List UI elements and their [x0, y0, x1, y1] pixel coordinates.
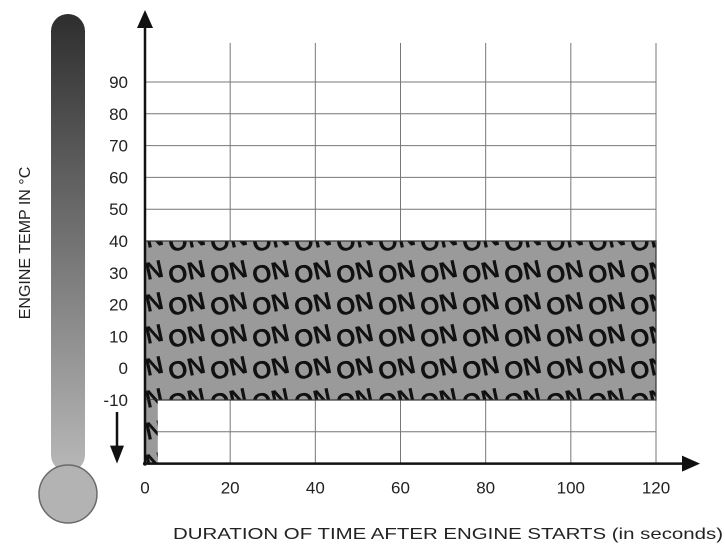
y-tick-label: 90 — [109, 73, 128, 92]
x-axis-title: DURATION OF TIME AFTER ENGINE STARTS (in… — [173, 526, 723, 543]
y-tick-label: 20 — [109, 296, 128, 315]
x-tick-label: 20 — [221, 479, 240, 498]
y-tick-label: 0 — [119, 359, 128, 378]
x-tick-label: 80 — [476, 479, 495, 498]
on-region — [144, 240, 657, 401]
x-tick-label: 120 — [642, 479, 670, 498]
thermometer-tube — [51, 14, 85, 472]
y-tick-label: 10 — [109, 327, 128, 346]
y-tick-labels: -10 0 10 20 30 40 50 60 70 80 90 — [103, 73, 128, 410]
x-tick-label: 40 — [306, 479, 325, 498]
x-axis-arrowhead — [682, 455, 700, 472]
below-range-arrow-icon — [110, 412, 124, 464]
y-tick-label: 50 — [109, 200, 128, 219]
x-tick-labels: 0 20 40 60 80 100 120 — [140, 479, 670, 498]
thermometer-icon — [38, 14, 98, 524]
y-tick-label: 30 — [109, 264, 128, 283]
x-tick-label: 100 — [557, 479, 585, 498]
y-tick-label: 80 — [109, 105, 128, 124]
x-tick-label: 60 — [391, 479, 410, 498]
y-tick-label: 60 — [109, 168, 128, 187]
y-axis-arrowhead — [137, 10, 153, 28]
on-strip-pattern — [145, 400, 158, 464]
x-tick-label: 0 — [140, 479, 149, 498]
thermometer-bulb — [39, 465, 97, 523]
y-tick-label: 40 — [109, 232, 128, 251]
y-axis-title: ENGINE TEMP IN °C — [17, 167, 34, 320]
axes — [137, 10, 700, 472]
y-tick-label: -10 — [103, 391, 128, 410]
y-tick-label: 70 — [109, 137, 128, 156]
on-region-pattern — [145, 241, 656, 400]
on-strip — [145, 400, 158, 464]
